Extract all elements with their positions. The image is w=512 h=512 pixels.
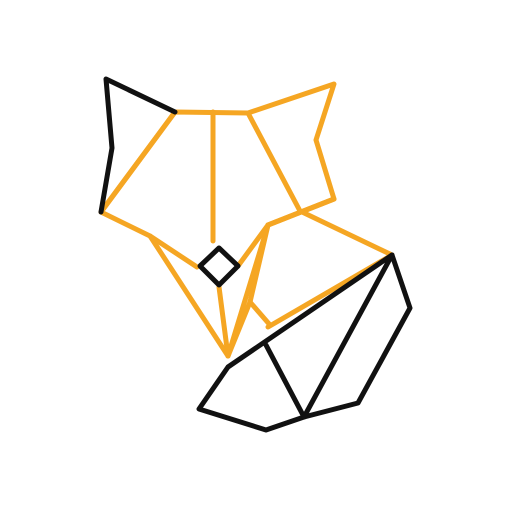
fox-nose-diamond [197, 245, 241, 288]
fox-tail-inner-line-1 [263, 342, 307, 420]
fox-body-inner-line [247, 222, 271, 305]
fox-right-cheek-line [245, 110, 303, 214]
fox-back-top-line [297, 208, 395, 258]
fox-head-top-outline [98, 81, 337, 359]
fox-tail-inner-line-2 [301, 252, 395, 420]
fox-left-jaw-line [147, 233, 200, 270]
fox-black-lines [98, 76, 413, 433]
fox-body-lower-line [247, 299, 273, 328]
fox-neck-line [235, 222, 271, 269]
fox-left-cheek-line [98, 109, 178, 215]
fox-body-diagonal-line [225, 299, 253, 359]
fox-left-ear-outline [98, 76, 178, 215]
fox-chest-line [216, 284, 231, 359]
fox-orange-lines [98, 81, 395, 359]
fox-tail-outline [196, 252, 413, 433]
